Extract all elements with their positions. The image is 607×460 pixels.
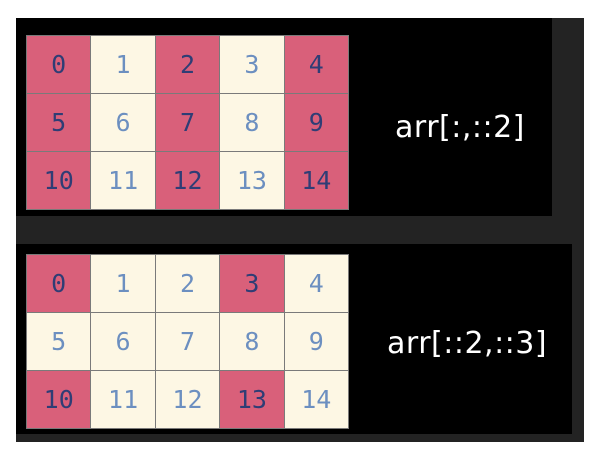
unselected-cell: 11 [90, 370, 156, 429]
unselected-cell: 3 [219, 35, 285, 94]
selected-cell: 5 [25, 93, 92, 152]
unselected-cell: 6 [90, 312, 156, 371]
panel-row-column-slice: 0 1 2 3 4 5 6 7 8 9 10 11 12 13 14 arr[::2,::3] [16, 244, 572, 434]
selected-cell: 4 [283, 35, 349, 94]
array-grid: 0 1 2 3 4 5 6 7 8 9 10 11 12 13 14 [25, 35, 349, 210]
selected-cell: 13 [219, 370, 285, 429]
selected-cell: 12 [154, 151, 221, 210]
selected-cell: 3 [219, 254, 285, 313]
selected-cell: 10 [25, 151, 92, 210]
unselected-cell: 7 [154, 312, 221, 371]
grid-row: 10 11 12 13 14 [25, 151, 349, 210]
selected-cell: 0 [25, 254, 92, 313]
array-grid: 0 1 2 3 4 5 6 7 8 9 10 11 12 13 14 [25, 254, 349, 429]
unselected-cell: 1 [90, 254, 156, 313]
selected-cell: 0 [25, 35, 92, 94]
selected-cell: 14 [283, 151, 349, 210]
panel-column-slice: 0 1 2 3 4 5 6 7 8 9 10 11 12 13 14 arr[:,::2] [16, 18, 552, 216]
selected-cell: 9 [283, 93, 349, 152]
selected-cell: 10 [25, 370, 92, 429]
unselected-cell: 1 [90, 35, 156, 94]
selected-cell: 7 [154, 93, 221, 152]
selected-cell: 2 [154, 35, 221, 94]
unselected-cell: 6 [90, 93, 156, 152]
unselected-cell: 8 [219, 312, 285, 371]
slice-expression: arr[::2,::3] [387, 326, 548, 361]
unselected-cell: 2 [154, 254, 221, 313]
unselected-cell: 4 [283, 254, 349, 313]
unselected-cell: 11 [90, 151, 156, 210]
unselected-cell: 5 [25, 312, 92, 371]
grid-row: 10 11 12 13 14 [25, 370, 349, 429]
slice-expression: arr[:,::2] [395, 110, 525, 145]
unselected-cell: 8 [219, 93, 285, 152]
unselected-cell: 12 [154, 370, 221, 429]
unselected-cell: 14 [283, 370, 349, 429]
unselected-cell: 9 [283, 312, 349, 371]
unselected-cell: 13 [219, 151, 285, 210]
